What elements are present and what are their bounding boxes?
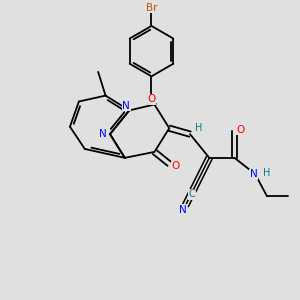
Text: O: O (147, 94, 156, 104)
Text: N: N (179, 205, 187, 215)
Text: N: N (122, 101, 130, 111)
Text: O: O (237, 125, 245, 135)
Text: N: N (99, 129, 106, 139)
Text: O: O (172, 161, 180, 171)
Text: H: H (195, 123, 202, 133)
Text: Br: Br (146, 3, 157, 13)
Text: N: N (250, 169, 258, 179)
Text: H: H (263, 168, 270, 178)
Text: C: C (189, 189, 196, 199)
